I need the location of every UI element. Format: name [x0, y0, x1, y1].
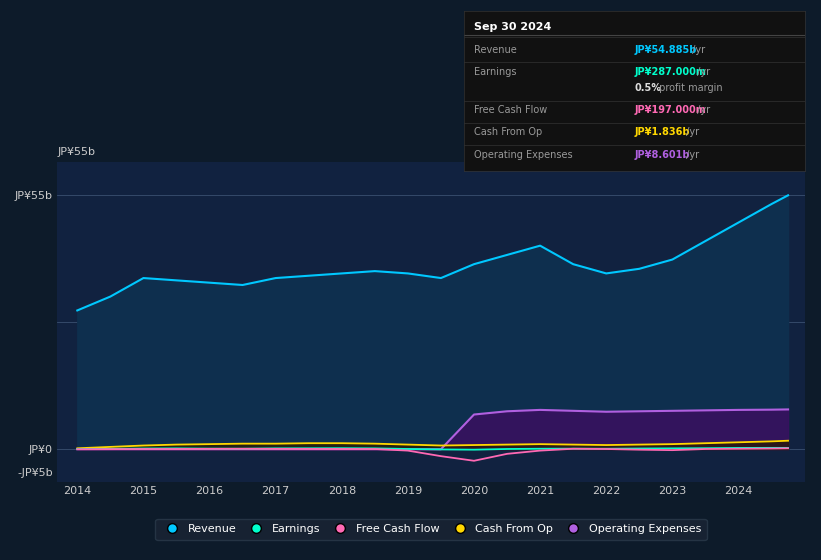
Text: /yr: /yr [695, 105, 710, 115]
Text: 0.5%: 0.5% [635, 83, 661, 93]
Text: Operating Expenses: Operating Expenses [474, 150, 573, 160]
Text: JP¥54.885b: JP¥54.885b [635, 44, 696, 54]
Text: JP¥1.836b: JP¥1.836b [635, 128, 690, 138]
Text: /yr: /yr [695, 67, 710, 77]
Text: /yr: /yr [683, 150, 699, 160]
Text: Revenue: Revenue [474, 44, 517, 54]
Text: /yr: /yr [689, 44, 705, 54]
Text: JP¥8.601b: JP¥8.601b [635, 150, 690, 160]
Text: Earnings: Earnings [474, 67, 516, 77]
Text: Free Cash Flow: Free Cash Flow [474, 105, 548, 115]
Text: Cash From Op: Cash From Op [474, 128, 543, 138]
Text: /yr: /yr [683, 128, 699, 138]
Text: JP¥55b: JP¥55b [57, 147, 95, 157]
Text: Sep 30 2024: Sep 30 2024 [474, 22, 552, 32]
Text: JP¥197.000m: JP¥197.000m [635, 105, 706, 115]
Text: JP¥287.000m: JP¥287.000m [635, 67, 706, 77]
Text: profit margin: profit margin [656, 83, 722, 93]
Legend: Revenue, Earnings, Free Cash Flow, Cash From Op, Operating Expenses: Revenue, Earnings, Free Cash Flow, Cash … [155, 519, 707, 540]
